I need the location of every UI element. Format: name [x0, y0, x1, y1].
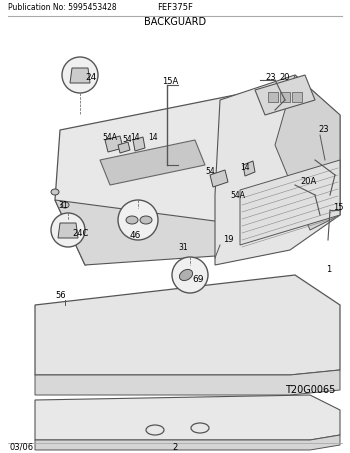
Polygon shape — [243, 161, 255, 176]
Ellipse shape — [61, 202, 69, 208]
Text: T20G0065: T20G0065 — [285, 385, 335, 395]
Text: 1: 1 — [326, 265, 331, 275]
Text: 31: 31 — [58, 201, 68, 209]
Text: FEF375F: FEF375F — [157, 4, 193, 13]
Polygon shape — [240, 160, 340, 245]
Ellipse shape — [180, 270, 193, 280]
Text: 15A: 15A — [162, 77, 178, 87]
Circle shape — [172, 257, 208, 293]
Polygon shape — [35, 435, 340, 450]
Text: 24: 24 — [85, 73, 96, 82]
Polygon shape — [118, 142, 130, 153]
Text: 19: 19 — [223, 236, 233, 245]
Polygon shape — [105, 136, 123, 152]
Circle shape — [62, 57, 98, 93]
Text: 54A: 54A — [102, 132, 117, 141]
Polygon shape — [35, 275, 340, 375]
Text: 54: 54 — [205, 168, 215, 177]
Polygon shape — [210, 170, 228, 187]
Text: 24C: 24C — [72, 228, 88, 237]
Ellipse shape — [140, 216, 152, 224]
Polygon shape — [268, 92, 278, 102]
Text: 69: 69 — [192, 275, 203, 284]
Text: 23: 23 — [265, 72, 276, 82]
Text: 20: 20 — [279, 73, 289, 82]
Polygon shape — [292, 92, 302, 102]
Polygon shape — [58, 223, 78, 238]
Text: 14: 14 — [240, 164, 250, 173]
Polygon shape — [133, 137, 145, 151]
Text: 23: 23 — [318, 125, 329, 135]
Text: 54: 54 — [122, 135, 132, 145]
Polygon shape — [100, 140, 205, 185]
Polygon shape — [70, 68, 90, 83]
Polygon shape — [55, 85, 310, 265]
Text: 15: 15 — [333, 202, 343, 212]
Text: 54A: 54A — [230, 191, 245, 199]
Text: 03/06: 03/06 — [10, 443, 34, 452]
Polygon shape — [55, 200, 245, 265]
Circle shape — [51, 213, 85, 247]
Text: 20A: 20A — [300, 178, 316, 187]
Text: 2: 2 — [172, 443, 177, 452]
Text: 14: 14 — [148, 134, 158, 143]
Polygon shape — [255, 75, 315, 115]
Polygon shape — [225, 85, 310, 225]
Circle shape — [118, 200, 158, 240]
Text: 31: 31 — [178, 244, 188, 252]
Polygon shape — [275, 75, 340, 230]
Text: Publication No: 5995453428: Publication No: 5995453428 — [8, 4, 117, 13]
Polygon shape — [280, 92, 290, 102]
Text: 56: 56 — [55, 290, 66, 299]
Text: BACKGUARD: BACKGUARD — [144, 17, 206, 27]
Polygon shape — [215, 75, 340, 265]
Text: 46: 46 — [130, 231, 141, 240]
Polygon shape — [35, 395, 340, 440]
Ellipse shape — [126, 216, 138, 224]
Ellipse shape — [51, 189, 59, 195]
Text: 14: 14 — [130, 132, 140, 141]
Polygon shape — [35, 370, 340, 395]
